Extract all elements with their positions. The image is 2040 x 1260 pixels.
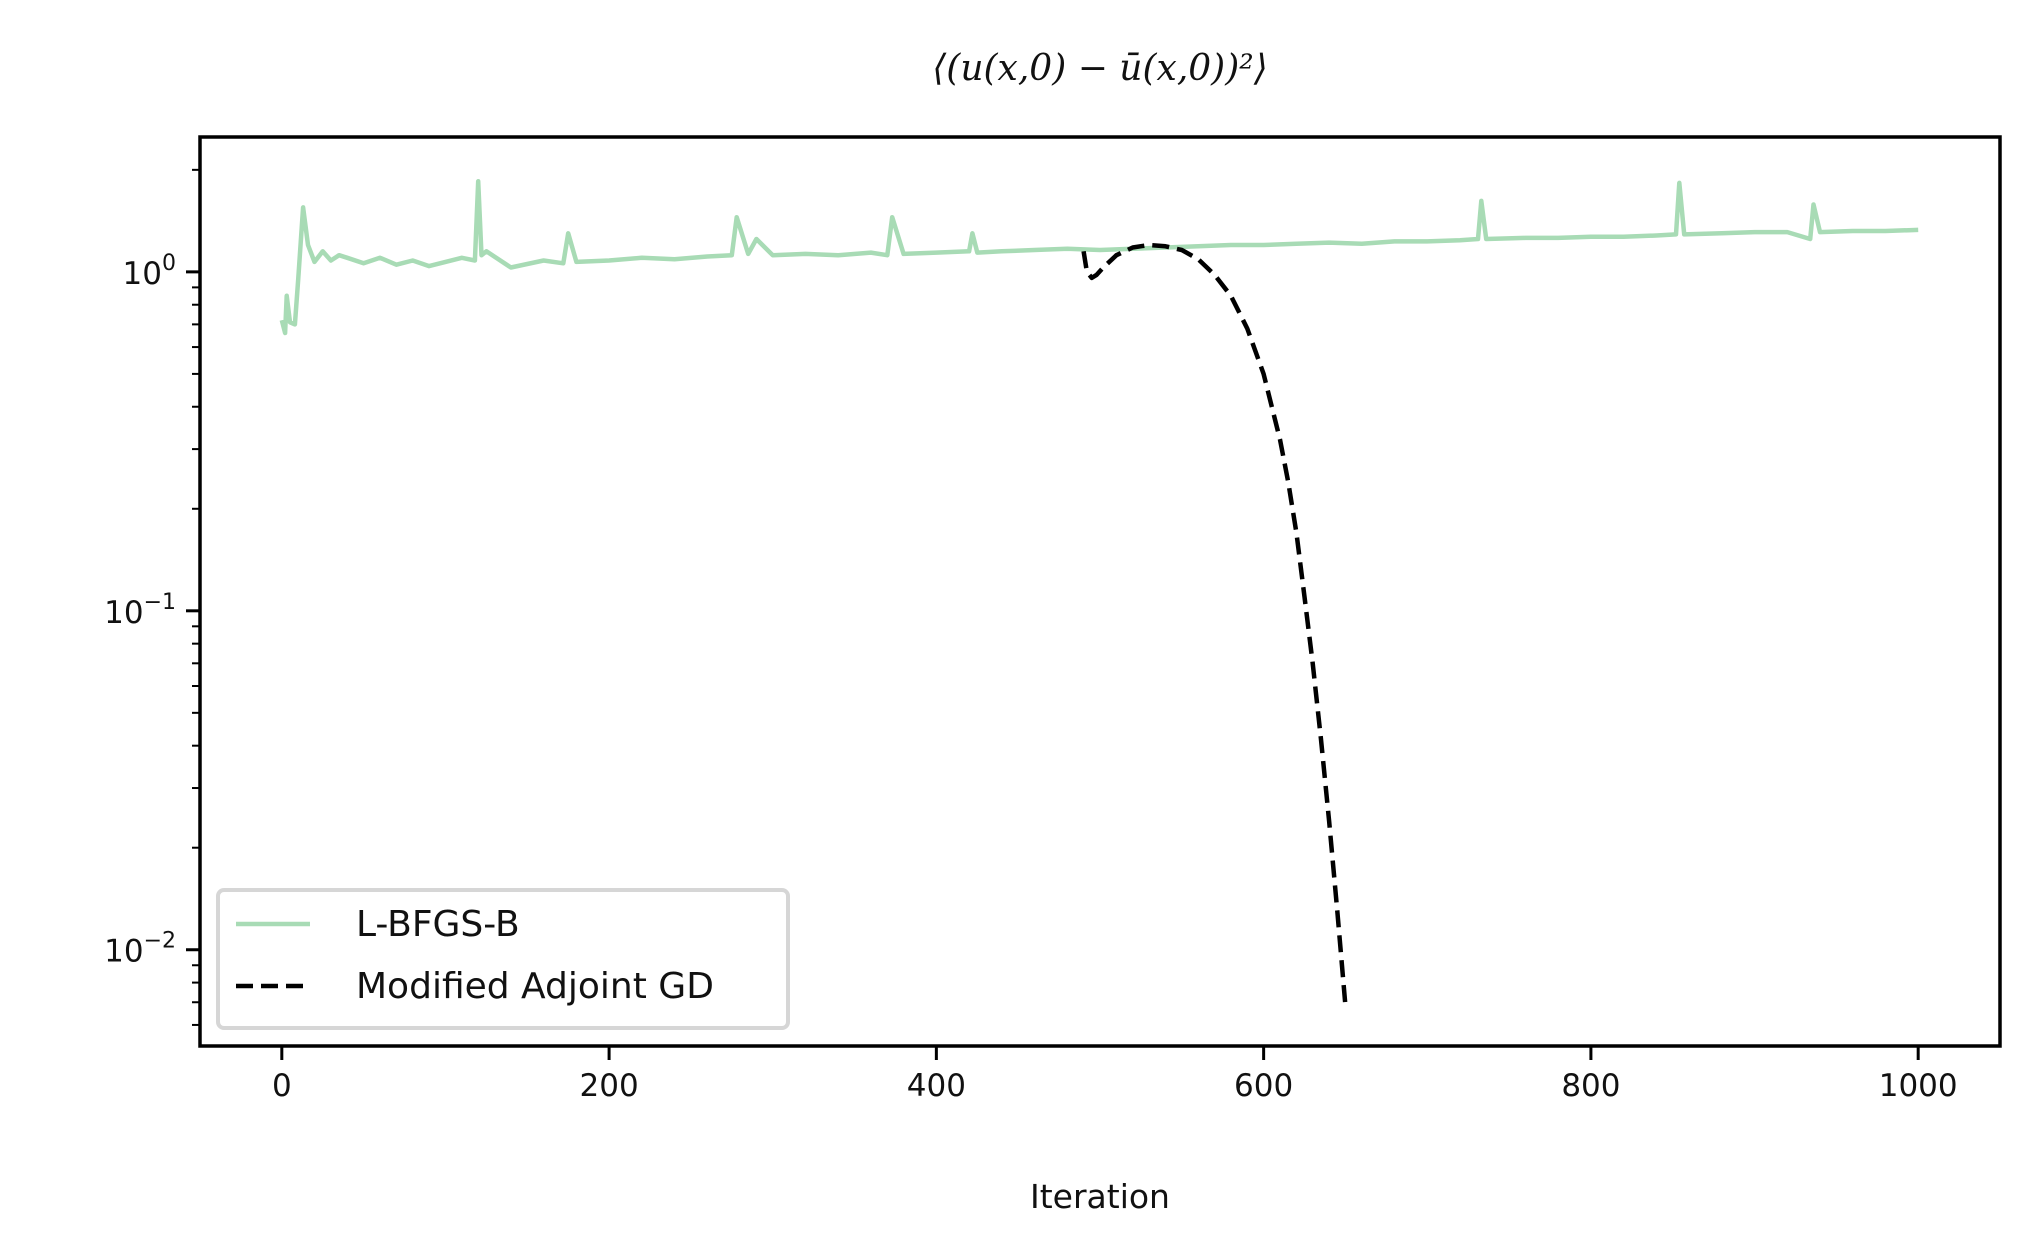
x-tick-label: 400 bbox=[907, 1068, 966, 1104]
legend: L-BFGS-B Modified Adjoint GD bbox=[216, 888, 790, 1030]
x-axis: 0 200 400 600 800 1000 bbox=[272, 1046, 1958, 1104]
plot-lines bbox=[279, 179, 1919, 1007]
x-tick-label: 0 bbox=[272, 1068, 292, 1104]
y-tick-label: 10−2 bbox=[104, 929, 176, 970]
series-line-2 bbox=[1081, 242, 1348, 1007]
x-tick-label: 200 bbox=[580, 1068, 639, 1104]
legend-box bbox=[216, 888, 790, 1030]
legend-label: L-BFGS-B bbox=[356, 904, 520, 945]
x-tick-label: 1000 bbox=[1879, 1068, 1958, 1104]
plot-frame bbox=[198, 135, 2002, 1048]
y-tick-label: 10−1 bbox=[104, 590, 176, 631]
x-tick-label: 600 bbox=[1234, 1068, 1293, 1104]
chart-title: ⟨(u(x,0) − ū(x,0))²⟩ bbox=[932, 48, 1268, 89]
x-tick-label: 800 bbox=[1561, 1068, 1620, 1104]
y-axis: 100 10−1 10−2 bbox=[104, 168, 200, 1026]
y-tick-label: 100 bbox=[123, 251, 176, 292]
series-line-1 bbox=[279, 179, 1919, 336]
legend-label: Modified Adjoint GD bbox=[356, 966, 714, 1007]
x-axis-label: Iteration bbox=[1030, 1177, 1170, 1216]
